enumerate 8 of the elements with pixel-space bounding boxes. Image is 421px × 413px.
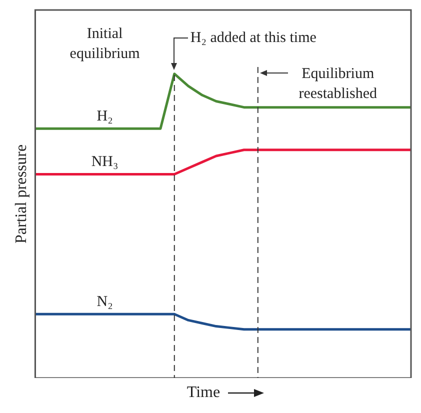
- series-label: H₂: [96, 108, 113, 125]
- y-axis-title: Partial pressure: [12, 144, 30, 244]
- annotation: Equilibrium reestablished: [298, 66, 378, 102]
- text: Initial equilibrium: [70, 26, 140, 62]
- series-label: NH₃: [91, 154, 118, 170]
- x-axis-title: Time: [186, 384, 220, 402]
- series-label: N₂: [96, 294, 113, 310]
- text: H₂ added at this time: [190, 30, 317, 46]
